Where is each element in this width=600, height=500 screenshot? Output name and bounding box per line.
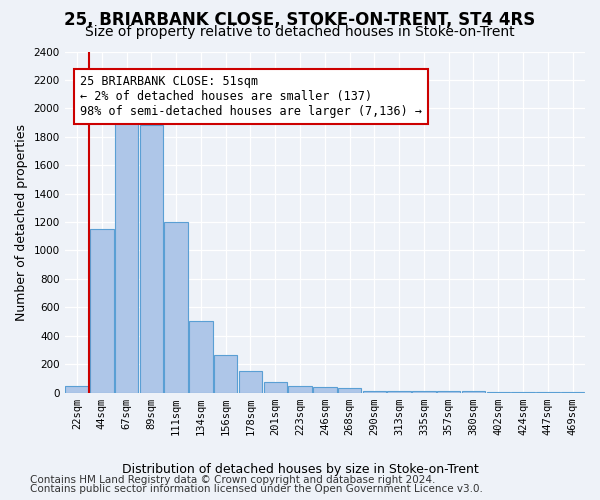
Bar — [338, 388, 361, 392]
Text: Contains HM Land Registry data © Crown copyright and database right 2024.: Contains HM Land Registry data © Crown c… — [30, 475, 436, 485]
Text: 25 BRIARBANK CLOSE: 51sqm
← 2% of detached houses are smaller (137)
98% of semi-: 25 BRIARBANK CLOSE: 51sqm ← 2% of detach… — [80, 76, 422, 118]
Bar — [90, 229, 113, 392]
Bar — [140, 126, 163, 392]
Text: Contains public sector information licensed under the Open Government Licence v3: Contains public sector information licen… — [30, 484, 483, 494]
Bar — [115, 116, 139, 392]
Bar — [239, 370, 262, 392]
Text: Size of property relative to detached houses in Stoke-on-Trent: Size of property relative to detached ho… — [85, 25, 515, 39]
Bar — [412, 391, 436, 392]
Bar — [189, 321, 213, 392]
Bar — [462, 391, 485, 392]
Y-axis label: Number of detached properties: Number of detached properties — [15, 124, 28, 320]
Bar — [313, 387, 337, 392]
Bar — [263, 382, 287, 392]
Text: 25, BRIARBANK CLOSE, STOKE-ON-TRENT, ST4 4RS: 25, BRIARBANK CLOSE, STOKE-ON-TRENT, ST4… — [64, 11, 536, 29]
Bar — [362, 390, 386, 392]
Bar — [388, 391, 411, 392]
Bar — [65, 386, 89, 392]
Bar — [214, 355, 238, 393]
Text: Distribution of detached houses by size in Stoke-on-Trent: Distribution of detached houses by size … — [122, 462, 478, 475]
Bar — [288, 386, 312, 392]
Bar — [437, 391, 460, 392]
Bar — [164, 222, 188, 392]
